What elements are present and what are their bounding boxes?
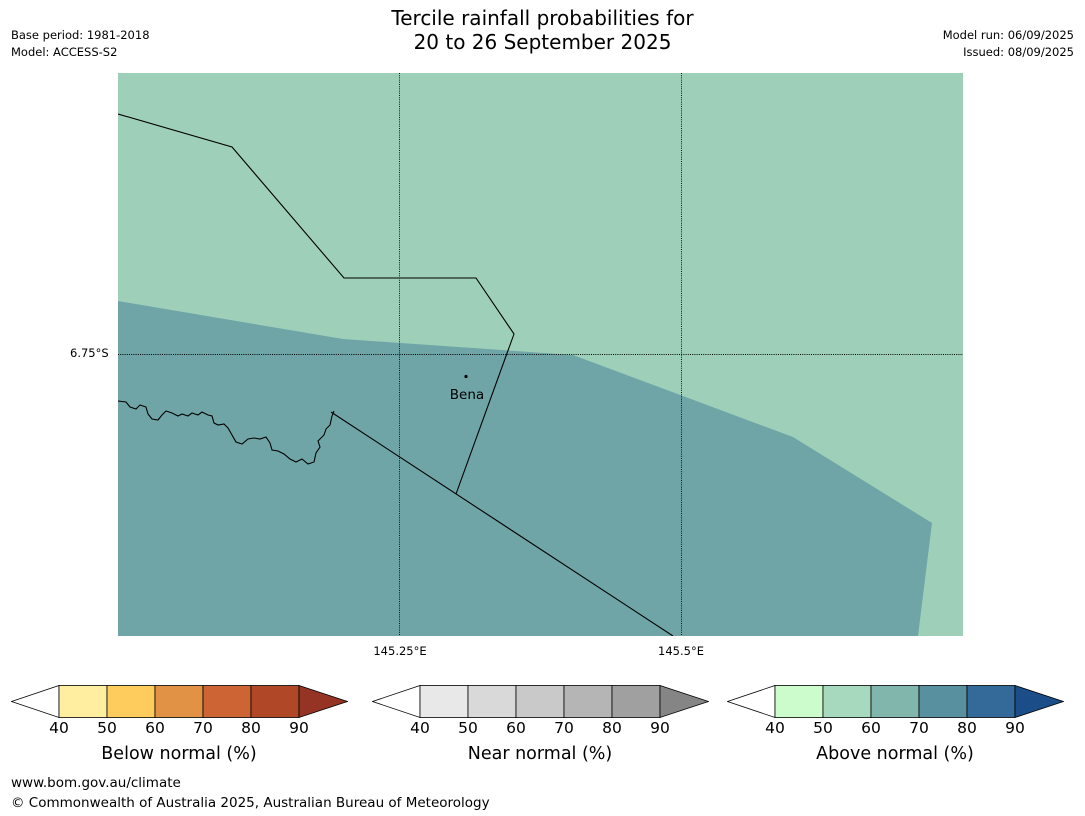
colorbar-extend-low [726,684,776,719]
colorbar-below-normal-ticks: 40 50 60 70 80 90 [11,719,348,739]
colorbar-swatch [250,685,300,718]
tick-label: 40 [49,719,69,737]
copyright-notice: © Commonwealth of Australia 2025, Austra… [11,795,490,811]
model-run-date: Model run: 06/09/2025 [942,28,1074,42]
colorbar-extend-high [1014,684,1065,719]
colorbar-swatch [870,685,920,718]
colorbar-above-normal-bar [726,684,1065,719]
colorbar-swatch [966,685,1016,718]
colorbar-swatch [58,685,108,718]
tick-label: 40 [765,719,785,737]
tick-label: 60 [506,719,526,737]
colorbar-extend-high [298,684,349,719]
title-line-2: 20 to 26 September 2025 [413,30,672,54]
town-label-bena: Bena [449,387,485,403]
region-above-normal-60-70 [118,301,932,636]
tick-label: 70 [909,719,929,737]
colorbar-near-normal-label: Near normal (%) [467,744,613,764]
colorbar-near-normal: 40 50 60 70 80 90 Near normal (%) [371,684,710,775]
province-boundary-north [118,113,515,495]
tick-label: 60 [861,719,881,737]
tick-label: 90 [1005,719,1025,737]
longitude-label-145-25: 145.25°E [373,644,427,658]
province-boundary-south [330,411,674,636]
forecast-info-right: Model run: 06/09/2025 Issued: 08/09/2025 [943,27,1074,61]
tick-label: 40 [410,719,430,737]
colorbar-near-normal-bar [371,684,710,719]
tick-label: 60 [145,719,165,737]
colorbar-swatch [419,685,469,718]
tick-label: 80 [957,719,977,737]
colorbar-below-normal: 40 50 60 70 80 90 Below normal (%) [10,684,349,775]
colorbar-swatch [106,685,156,718]
longitude-label-145-5: 145.5°E [658,644,704,658]
tick-label: 80 [241,719,261,737]
tick-label: 50 [97,719,117,737]
model-name: Model: ACCESS-S2 [11,45,118,59]
tick-label: 80 [602,719,622,737]
colorbar-swatch [563,685,613,718]
tick-label: 50 [813,719,833,737]
base-period: Base period: 1981-2018 [11,28,150,42]
tick-label: 90 [650,719,670,737]
colorbar-swatch [515,685,565,718]
issued-date: Issued: 08/09/2025 [963,45,1074,59]
colorbar-below-normal-bar [10,684,349,719]
colorbar-below-normal-label: Below normal (%) [101,744,257,764]
tick-label: 70 [193,719,213,737]
colorbar-swatch [822,685,872,718]
colorbar-swatch [611,685,661,718]
title-line-1: Tercile rainfall probabilities for [391,6,694,30]
tick-label: 70 [554,719,574,737]
tick-label: 90 [289,719,309,737]
colorbar-swatch [154,685,204,718]
colorbar-swatch [202,685,252,718]
colorbar-extend-low [10,684,60,719]
latitude-label: 6.75°S [70,346,109,360]
colorbar-above-normal: 40 50 60 70 80 90 Above normal (%) [726,684,1065,775]
forecast-info-left: Base period: 1981-2018 Model: ACCESS-S2 [11,27,150,61]
tick-label: 50 [458,719,478,737]
website-link[interactable]: www.bom.gov.au/climate [11,775,181,791]
colorbar-extend-low [371,684,421,719]
colorbar-near-normal-ticks: 40 50 60 70 80 90 [372,719,709,739]
map-panel[interactable] [118,73,963,636]
colorbar-above-normal-ticks: 40 50 60 70 80 90 [727,719,1064,739]
map-title: Tercile rainfall probabilities for 20 to… [0,6,1085,54]
colorbar-swatch [918,685,968,718]
river-line [118,400,335,465]
town-marker-bena [464,374,468,379]
colorbar-extend-high [659,684,710,719]
colorbar-above-normal-label: Above normal (%) [816,744,974,764]
colorbar-swatch [774,685,824,718]
colorbar-swatch [467,685,517,718]
